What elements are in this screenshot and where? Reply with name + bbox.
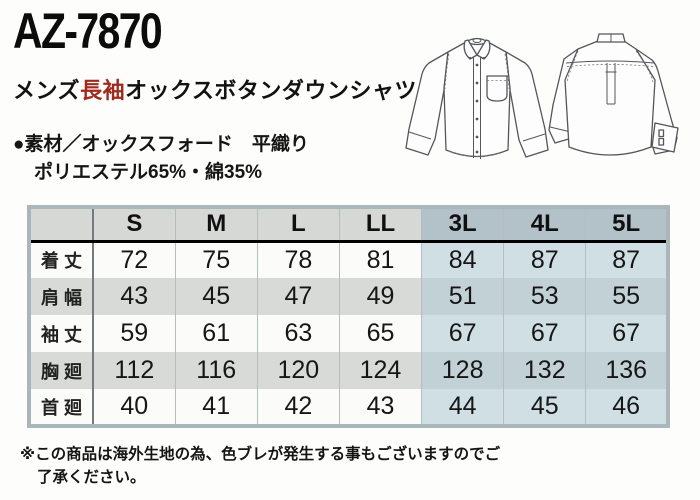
size-table-row-5: 首 廻 40 41 42 43 44 45 46 (29, 389, 668, 426)
footer-note-line1: ※この商品は海外生地の為、色ブレが発生する事もございますのでご (20, 446, 501, 463)
size-column-header-4L: 4L (503, 207, 587, 243)
size-value-cell: 67 (585, 315, 668, 352)
size-row-label: 首 廻 (29, 389, 94, 426)
size-value-cell: 44 (421, 389, 505, 426)
size-column-header-3L: 3L (421, 207, 505, 243)
size-value-cell: 87 (585, 241, 668, 278)
material-line2: ポリエステル65%・綿35% (34, 162, 263, 184)
size-value-cell: 47 (257, 278, 340, 315)
size-value-cell: 40 (93, 389, 176, 426)
product-illustrations (400, 26, 698, 178)
shirt-illustrations-svg (405, 33, 679, 159)
size-column-header-S: S (93, 207, 176, 243)
size-table-row-1: 着 丈 72 75 78 81 84 87 87 (29, 241, 668, 278)
size-value-cell: 63 (257, 315, 340, 352)
size-row-label: 着 丈 (29, 241, 94, 278)
size-value-cell: 45 (175, 278, 258, 315)
size-value-cell: 128 (421, 352, 505, 389)
size-value-cell: 51 (421, 278, 505, 315)
size-value-cell: 61 (175, 315, 258, 352)
size-table-corner-cell (29, 207, 94, 243)
size-column-header-5L: 5L (585, 207, 668, 243)
size-value-cell: 59 (93, 315, 176, 352)
size-value-cell: 49 (339, 278, 423, 315)
size-value-cell: 120 (257, 352, 340, 389)
size-column-header-M: M (175, 207, 258, 243)
size-value-cell: 65 (339, 315, 423, 352)
size-value-cell: 43 (339, 389, 423, 426)
size-table-header-row: S M L LL 3L 4L 5L (29, 207, 668, 243)
size-row-label: 胸 廻 (29, 352, 94, 389)
size-row-label: 袖 丈 (29, 315, 94, 352)
size-value-cell: 45 (503, 389, 587, 426)
size-value-cell: 116 (175, 352, 258, 389)
shirt-front-icon (405, 37, 549, 159)
size-table: S M L LL 3L 4L 5L 着 丈 72 75 78 81 84 87 87 肩 幅 43 45 47 49 5… (27, 205, 670, 428)
size-value-cell: 78 (257, 241, 340, 278)
product-name-highlight: 長袖 (80, 78, 126, 103)
size-column-header-LL: LL (339, 207, 423, 243)
size-value-cell: 72 (93, 241, 176, 278)
size-value-cell: 75 (175, 241, 258, 278)
size-value-cell: 84 (421, 241, 505, 278)
size-value-cell: 41 (175, 389, 258, 426)
footer-note-line2: 了承ください。 (37, 469, 146, 487)
size-value-cell: 67 (421, 315, 505, 352)
size-value-cell: 136 (585, 352, 668, 389)
size-row-label: 肩 幅 (29, 278, 94, 315)
material-info: ●素材／オックスフォード 平織り ポリエステル65%・綿35% (13, 131, 309, 187)
size-value-cell: 67 (503, 315, 587, 352)
size-value-cell: 42 (257, 389, 340, 426)
size-value-cell: 81 (339, 241, 423, 278)
size-value-cell: 53 (503, 278, 587, 315)
size-table-row-4: 胸 廻 112 116 120 124 128 132 136 (29, 352, 668, 389)
size-table-row-3: 袖 丈 59 61 63 65 67 67 67 (29, 315, 668, 352)
size-column-header-L: L (257, 207, 340, 243)
product-code: AZ-7870 (13, 3, 163, 59)
footer-note: ※この商品は海外生地の為、色ブレが発生する事もございますのでご 了承ください。 (20, 443, 500, 490)
size-value-cell: 87 (503, 241, 587, 278)
size-value-cell: 124 (339, 352, 423, 389)
product-name-suffix: オックスボタンダウンシャツ (125, 78, 417, 103)
size-value-cell: 112 (93, 352, 176, 389)
size-value-cell: 43 (93, 278, 176, 315)
size-value-cell: 132 (503, 352, 587, 389)
size-table-row-2: 肩 幅 43 45 47 49 51 53 55 (29, 278, 668, 315)
size-value-cell: 46 (585, 389, 668, 426)
size-value-cell: 55 (585, 278, 668, 315)
material-line1: ●素材／オックスフォード 平織り (13, 134, 309, 155)
product-name: メンズ長袖オックスボタンダウンシャツ (13, 73, 417, 105)
shirt-back-icon (548, 33, 679, 156)
product-name-prefix: メンズ (13, 78, 81, 103)
